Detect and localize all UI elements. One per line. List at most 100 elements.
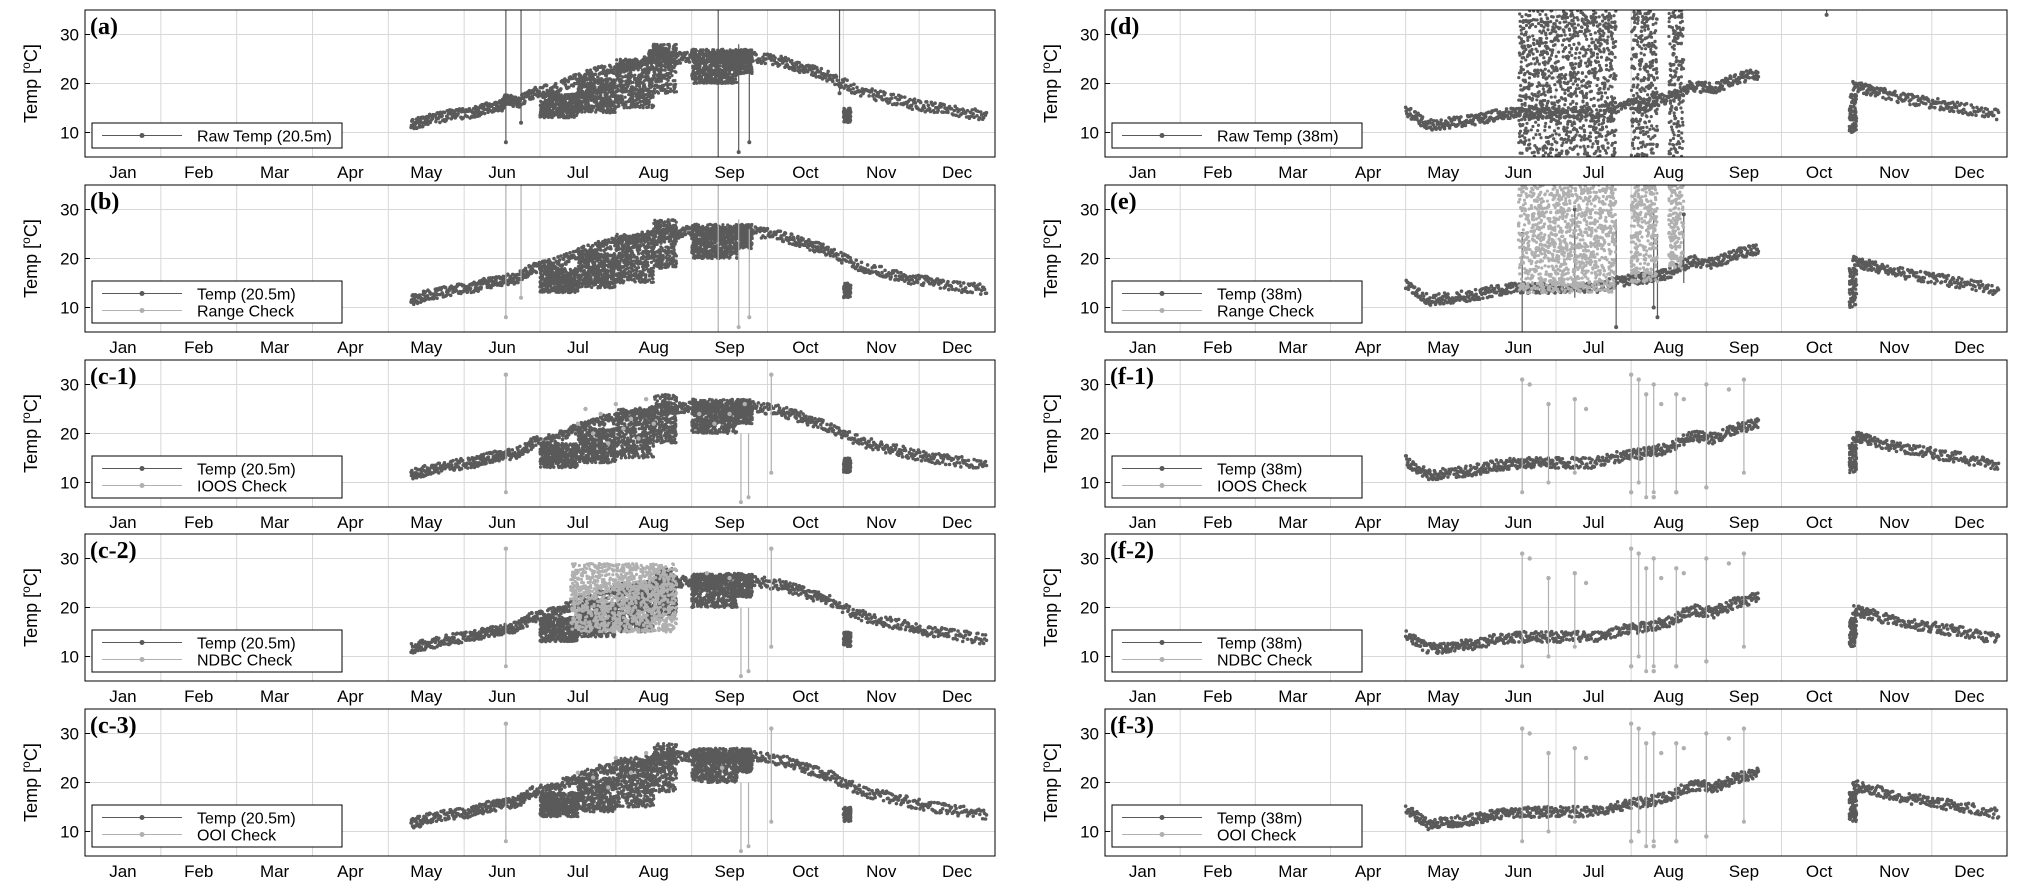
data-point bbox=[617, 102, 620, 105]
data-point bbox=[539, 111, 542, 114]
data-point bbox=[651, 277, 654, 280]
data-point bbox=[648, 100, 651, 103]
data-point bbox=[603, 257, 606, 260]
data-point bbox=[621, 250, 624, 253]
data-point bbox=[553, 286, 556, 289]
data-point bbox=[751, 59, 755, 63]
data-point bbox=[829, 74, 833, 78]
data-point bbox=[835, 75, 839, 79]
data-point bbox=[570, 93, 573, 96]
data-point bbox=[847, 108, 850, 111]
data-point bbox=[558, 285, 561, 288]
data-point bbox=[810, 70, 814, 74]
data-point bbox=[632, 269, 635, 272]
data-point bbox=[633, 89, 636, 92]
legend-label: Raw Temp (20.5m) bbox=[197, 129, 332, 146]
data-point bbox=[595, 276, 598, 279]
data-point bbox=[985, 111, 989, 115]
plot-area bbox=[409, 185, 988, 339]
data-point bbox=[634, 57, 638, 61]
data-point bbox=[635, 261, 638, 264]
data-point bbox=[942, 103, 946, 107]
data-point bbox=[562, 109, 565, 112]
data-point bbox=[567, 97, 570, 100]
data-point bbox=[663, 74, 666, 77]
data-point bbox=[651, 96, 654, 99]
data-point bbox=[764, 57, 768, 61]
y-tick-label: 20 bbox=[60, 75, 79, 94]
data-point bbox=[892, 93, 896, 97]
data-point bbox=[641, 279, 644, 282]
data-point bbox=[556, 96, 559, 99]
data-point bbox=[851, 87, 855, 91]
data-point bbox=[606, 258, 609, 261]
data-point bbox=[726, 78, 729, 81]
data-point bbox=[728, 81, 731, 84]
data-point bbox=[555, 270, 558, 273]
data-point bbox=[639, 100, 642, 103]
data-point bbox=[545, 84, 549, 88]
data-point bbox=[773, 56, 777, 60]
data-point bbox=[434, 120, 438, 124]
data-point bbox=[632, 92, 635, 95]
data-point bbox=[578, 96, 581, 99]
data-point bbox=[548, 274, 551, 277]
data-point bbox=[556, 110, 559, 113]
data-point bbox=[554, 82, 558, 86]
data-point bbox=[555, 86, 559, 90]
data-point bbox=[629, 273, 632, 276]
data-point bbox=[702, 48, 705, 51]
data-point bbox=[911, 107, 915, 111]
data-point bbox=[577, 275, 580, 278]
data-point bbox=[629, 277, 632, 280]
spike-point bbox=[504, 140, 508, 144]
data-point bbox=[562, 273, 565, 276]
data-point bbox=[603, 265, 606, 268]
data-point bbox=[567, 274, 570, 277]
data-point bbox=[545, 113, 548, 116]
data-point bbox=[919, 101, 923, 105]
data-point bbox=[599, 95, 602, 98]
data-point bbox=[567, 116, 570, 119]
data-point bbox=[626, 278, 629, 281]
data-point bbox=[594, 72, 598, 76]
data-point bbox=[569, 268, 572, 271]
data-point bbox=[651, 106, 654, 109]
data-point bbox=[603, 269, 606, 272]
data-point bbox=[611, 83, 614, 86]
data-point bbox=[849, 115, 852, 118]
data-point bbox=[590, 85, 593, 88]
data-point bbox=[609, 253, 612, 256]
data-point bbox=[650, 243, 653, 246]
data-point bbox=[599, 279, 602, 282]
data-point bbox=[644, 259, 647, 262]
data-point bbox=[573, 271, 576, 274]
data-point bbox=[881, 98, 885, 102]
x-tick-label: Oct bbox=[792, 163, 819, 182]
data-point bbox=[925, 100, 929, 104]
data-point bbox=[673, 79, 676, 82]
data-point bbox=[710, 69, 713, 72]
data-point bbox=[644, 103, 647, 106]
data-point bbox=[652, 273, 655, 276]
data-point bbox=[870, 87, 874, 91]
legend-swatch-marker bbox=[140, 133, 145, 138]
data-point bbox=[754, 53, 758, 57]
data-point bbox=[678, 61, 682, 65]
data-point bbox=[655, 65, 658, 68]
y-axis-label: Temp [oC] bbox=[19, 44, 41, 123]
data-point bbox=[778, 63, 782, 67]
spike-point bbox=[838, 91, 842, 95]
data-point bbox=[647, 270, 650, 273]
data-point bbox=[563, 290, 566, 293]
data-point bbox=[553, 274, 556, 277]
data-point bbox=[723, 66, 726, 69]
data-point bbox=[617, 277, 620, 280]
data-point bbox=[600, 269, 603, 272]
data-point bbox=[539, 104, 542, 107]
data-point bbox=[695, 77, 698, 80]
data-point bbox=[601, 90, 604, 93]
